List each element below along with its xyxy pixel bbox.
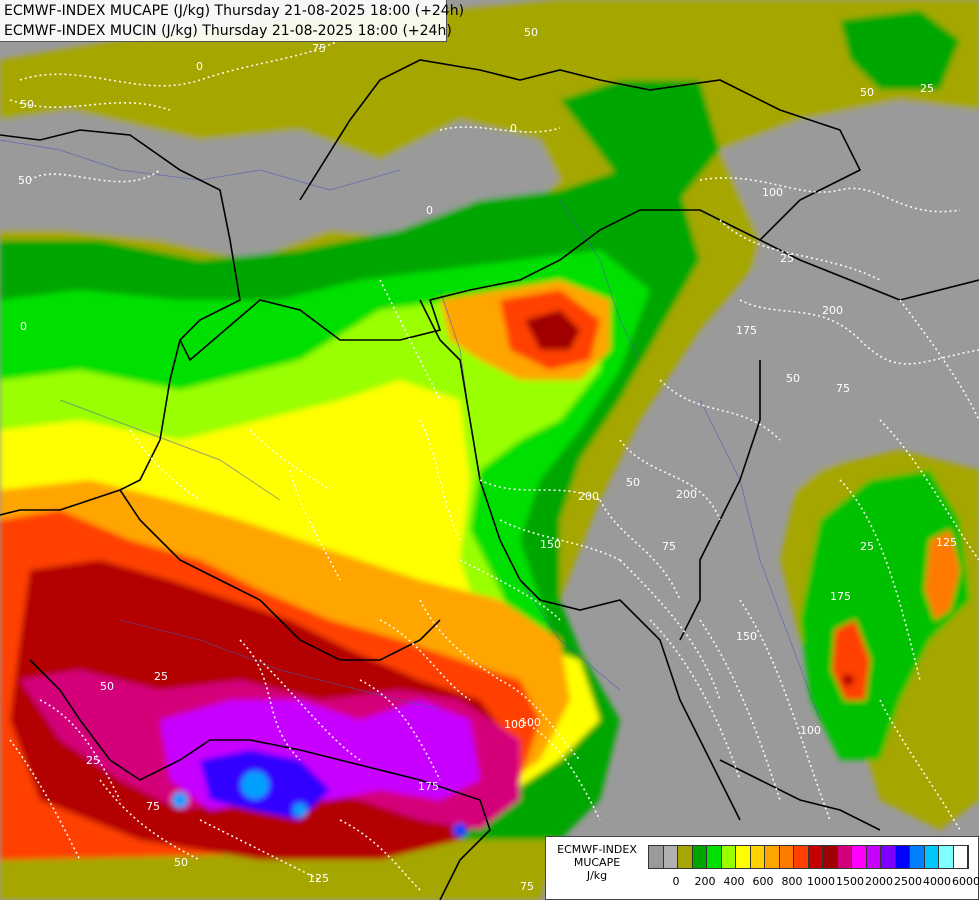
- contour-label: 25: [780, 252, 794, 265]
- contour-label: 100: [504, 718, 525, 731]
- contour-label: 200: [822, 304, 843, 317]
- contour-label: 75: [520, 880, 534, 893]
- mucin-contour-labels: 50 75 0 50 0 50 0 100 25 0 200 175 50 50…: [18, 26, 957, 893]
- map-title-box: ECMWF-INDEX MUCAPE (J/kg) Thursday 21-08…: [0, 0, 465, 42]
- legend-color-cell: [823, 846, 838, 868]
- legend-color-cell: [794, 846, 809, 868]
- cape-peak-lightblue: [241, 771, 269, 799]
- contour-label: 25: [860, 540, 874, 553]
- legend-color-cell: [678, 846, 693, 868]
- legend-title: ECMWF-INDEX MUCAPE J/kg: [546, 843, 648, 882]
- cape-peak-lightblue: [293, 803, 307, 817]
- contour-label: 100: [800, 724, 821, 737]
- contour-label: 150: [736, 630, 757, 643]
- legend-color-cell: [649, 846, 664, 868]
- contour-label: 0: [426, 204, 433, 217]
- contour-label: 75: [312, 42, 326, 55]
- contour-label: 50: [100, 680, 114, 693]
- legend-variable: MUCAPE: [573, 856, 621, 869]
- legend-color-cell: [866, 846, 881, 868]
- legend-color-cell: [750, 846, 765, 868]
- cape-zone-green-far-ne: [840, 10, 960, 90]
- contour-label: 50: [20, 98, 34, 111]
- legend-color-cell: [721, 846, 736, 868]
- legend-color-cell: [939, 846, 954, 868]
- legend-color-cell: [765, 846, 780, 868]
- legend-color-cell: [910, 846, 925, 868]
- legend-tick-label: 800: [781, 875, 803, 888]
- legend-color-cell: [895, 846, 910, 868]
- contour-label: 75: [662, 540, 676, 553]
- contour-label: 100: [520, 716, 541, 729]
- legend-color-cell: [852, 846, 867, 868]
- contour-label: 25: [920, 82, 934, 95]
- legend-tick-label: 600: [752, 875, 774, 888]
- contour-label: 75: [146, 800, 160, 813]
- contour-label: 25: [154, 670, 168, 683]
- legend-color-cell: [736, 846, 751, 868]
- contour-label: 50: [524, 26, 538, 39]
- contour-label: 50: [18, 174, 32, 187]
- legend-color-cell: [881, 846, 896, 868]
- legend-source: ECMWF-INDEX: [557, 843, 637, 856]
- cape-cell-se-3: [842, 674, 854, 686]
- legend-tick-label: 1000: [807, 875, 835, 888]
- legend-color-cell: [837, 846, 852, 868]
- contour-label: 75: [836, 382, 850, 395]
- map-title-mucape: ECMWF-INDEX MUCAPE (J/kg) Thursday 21-08…: [4, 3, 465, 19]
- contour-label: 25: [86, 754, 100, 767]
- legend-tick-label: 200: [694, 875, 716, 888]
- contour-label: 0: [20, 320, 27, 333]
- legend-color-cell: [953, 846, 968, 868]
- legend-tick-labels: 0 200 400 600 800 1000 1500 2000 2500 4000 6000: [648, 875, 979, 889]
- contour-label: 125: [308, 872, 329, 885]
- legend-color-cell: [707, 846, 722, 868]
- contour-label: 150: [540, 538, 561, 551]
- legend-tick-label: 0: [672, 875, 680, 888]
- cin-gray-east: [620, 100, 979, 840]
- contour-label: 50: [174, 856, 188, 869]
- legend-colorbar: [648, 845, 969, 869]
- contour-label: 175: [418, 780, 439, 793]
- legend-color-cell: [779, 846, 794, 868]
- contour-label: 50: [626, 476, 640, 489]
- map-title-mucin: ECMWF-INDEX MUCIN (J/kg) Thursday 21-08-…: [4, 23, 452, 39]
- contour-label: 175: [736, 324, 757, 337]
- mucin-contours: [9, 39, 979, 891]
- legend-tick-label: 400: [723, 875, 745, 888]
- contour-label: 200: [676, 488, 697, 501]
- contour-label: 50: [786, 372, 800, 385]
- legend-tick-label: 2500: [894, 875, 922, 888]
- cape-zone-green-ne: [560, 80, 720, 200]
- contour-label: 200: [578, 490, 599, 503]
- legend-color-cell: [924, 846, 939, 868]
- cape-zone-darkred-north: [525, 310, 580, 350]
- legend-tick-label: 4000: [923, 875, 951, 888]
- color-legend: ECMWF-INDEX MUCAPE J/kg 0 200 400 600 800 100…: [545, 836, 979, 900]
- legend-color-cell: [808, 846, 823, 868]
- cape-cell-se-1: [925, 530, 960, 620]
- contour-label: 0: [510, 122, 517, 135]
- legend-tick-label: 2000: [865, 875, 893, 888]
- cape-peak-lightblue: [172, 792, 188, 808]
- legend-color-cell: [692, 846, 707, 868]
- cape-cell-se-2: [832, 620, 870, 700]
- legend-unit: J/kg: [586, 869, 608, 882]
- contour-label: 125: [936, 536, 957, 549]
- contour-label: 0: [196, 60, 203, 73]
- contour-label: 100: [762, 186, 783, 199]
- legend-tick-label: 6000: [952, 875, 979, 888]
- legend-color-cell: [663, 846, 678, 868]
- country-borders: [0, 59, 979, 900]
- legend-tick-label: 1500: [836, 875, 864, 888]
- contour-label: 50: [860, 86, 874, 99]
- cape-peak-lightblue: [453, 823, 467, 837]
- contour-label: 175: [830, 590, 851, 603]
